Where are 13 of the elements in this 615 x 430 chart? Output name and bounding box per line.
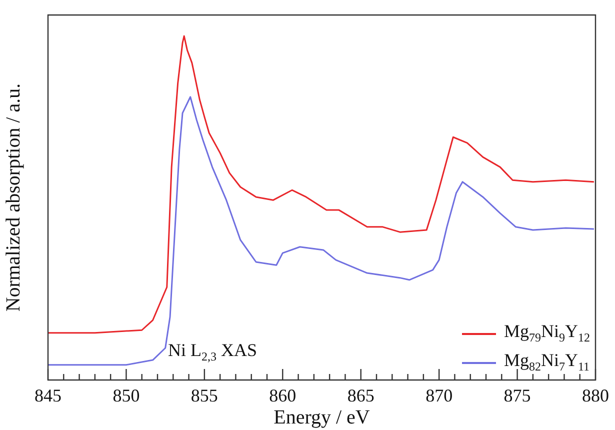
x-tick-label: 870 <box>426 386 453 406</box>
legend-label: Mg$_{82}$Ni$_{7}$Y$_{11}$ <box>504 348 590 376</box>
x-tick-label: 850 <box>112 386 140 406</box>
y-axis-title: Normalized absorption / a.u. <box>2 83 24 312</box>
legend-label: Mg$_{79}$Ni$_{9}$Y$_{12}$ <box>504 320 590 347</box>
x-axis-title: Energy / eV <box>274 406 370 428</box>
x-tick-label: 860 <box>269 386 296 406</box>
x-tick-label: 880 <box>582 386 609 406</box>
annotation: Ni L$_{2,3}$ XAS <box>168 340 258 365</box>
x-tick-label: 875 <box>504 386 531 406</box>
x-tick-label: 865 <box>347 386 374 406</box>
x-tick-label: 855 <box>190 386 218 406</box>
x-tick-label: 845 <box>34 386 62 406</box>
